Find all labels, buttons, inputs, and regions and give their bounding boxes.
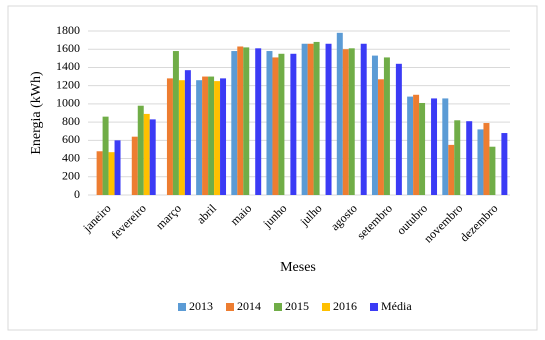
y-tick-label: 1800 [56,23,80,37]
legend-swatch [274,303,282,311]
bar [301,43,308,195]
bar [431,98,438,195]
bar [377,79,384,195]
x-axis-title: Meses [280,260,316,275]
y-tick-label: 800 [62,114,80,128]
bar [290,53,297,196]
bar [131,136,138,195]
bar [342,49,349,195]
legend-swatch [226,303,234,311]
legend-swatch [370,303,378,311]
bar [237,46,244,195]
bar [325,43,332,195]
bar [313,41,320,195]
bar [454,120,461,195]
legend-swatch [178,303,186,311]
bar [336,32,343,196]
y-tick-label: 1200 [56,77,80,91]
bar [483,123,490,195]
bar [383,57,390,195]
legend-label: Média [381,299,412,313]
bar [96,151,103,195]
y-tick-label: 1600 [56,41,80,55]
y-tick-label: 200 [62,169,80,183]
bar [419,102,426,195]
bar [442,98,449,195]
bar [108,152,115,195]
bar [448,144,455,195]
bar [413,94,420,195]
bar [172,51,179,195]
bar [255,48,262,195]
bar [501,133,508,195]
y-tick-label: 0 [74,187,80,201]
bar [137,105,144,195]
bar [407,96,414,195]
bar [360,43,367,195]
bar [149,119,156,195]
bar [202,76,209,195]
bar [196,80,203,195]
bar [184,70,191,195]
bar [371,55,378,195]
bar [220,78,227,195]
bar [243,47,250,196]
bar [178,80,185,195]
bar [143,113,150,195]
y-axis-title: Energia (kWh) [29,71,44,155]
bar [266,51,273,195]
y-tick-label: 600 [62,132,80,146]
bar [489,146,496,195]
legend-label: 2013 [189,299,213,313]
legend-label: 2015 [285,299,309,313]
bar [114,140,121,195]
bar [466,121,473,195]
y-tick-label: 1400 [56,59,80,73]
bar [208,76,215,195]
bar [102,116,109,195]
bar [231,51,238,195]
bar [278,53,285,196]
bar [477,129,484,195]
legend-label: 2014 [237,299,261,313]
bar [272,57,279,195]
y-tick-label: 400 [62,150,80,164]
bar [395,63,402,195]
bar [348,48,355,195]
bar [307,43,314,195]
bar [214,81,221,195]
legend-label: 2016 [333,299,357,313]
y-tick-label: 1000 [56,96,80,110]
legend-swatch [322,303,330,311]
bar [166,78,173,195]
